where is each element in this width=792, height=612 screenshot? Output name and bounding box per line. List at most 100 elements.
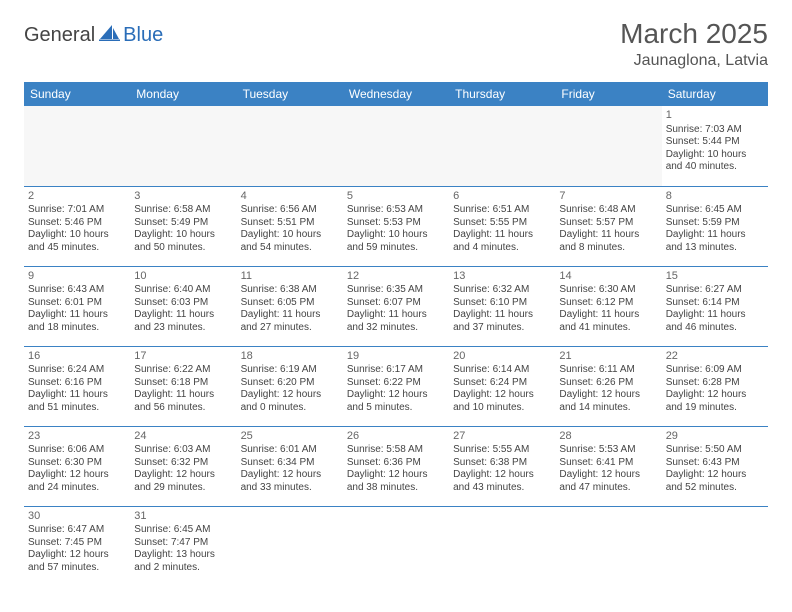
calendar-table: SundayMondayTuesdayWednesdayThursdayFrid… (24, 82, 768, 586)
day-number: 11 (241, 270, 339, 284)
daylight-text: Daylight: 11 hours and 23 minutes. (134, 309, 232, 334)
sunset-text: Sunset: 5:59 PM (666, 217, 764, 230)
calendar-cell: 7Sunrise: 6:48 AMSunset: 5:57 PMDaylight… (555, 186, 661, 266)
calendar-cell (555, 106, 661, 186)
sunset-text: Sunset: 6:01 PM (28, 297, 126, 310)
calendar-row: 23Sunrise: 6:06 AMSunset: 6:30 PMDayligh… (24, 426, 768, 506)
sunrise-text: Sunrise: 6:22 AM (134, 364, 232, 377)
day-number: 2 (28, 190, 126, 204)
sunset-text: Sunset: 6:18 PM (134, 377, 232, 390)
sunset-text: Sunset: 6:05 PM (241, 297, 339, 310)
daylight-text: Daylight: 11 hours and 27 minutes. (241, 309, 339, 334)
calendar-cell: 31Sunrise: 6:45 AMSunset: 7:47 PMDayligh… (130, 506, 236, 586)
calendar-cell: 20Sunrise: 6:14 AMSunset: 6:24 PMDayligh… (449, 346, 555, 426)
calendar-cell (343, 106, 449, 186)
calendar-cell: 13Sunrise: 6:32 AMSunset: 6:10 PMDayligh… (449, 266, 555, 346)
day-number: 8 (666, 190, 764, 204)
sunset-text: Sunset: 7:45 PM (28, 537, 126, 550)
sunrise-text: Sunrise: 6:45 AM (134, 524, 232, 537)
logo-text-general: General (24, 24, 95, 47)
daylight-text: Daylight: 12 hours and 14 minutes. (559, 389, 657, 414)
sunset-text: Sunset: 5:51 PM (241, 217, 339, 230)
day-header: Thursday (449, 82, 555, 106)
calendar-cell: 28Sunrise: 5:53 AMSunset: 6:41 PMDayligh… (555, 426, 661, 506)
sunset-text: Sunset: 6:22 PM (347, 377, 445, 390)
daylight-text: Daylight: 11 hours and 32 minutes. (347, 309, 445, 334)
daylight-text: Daylight: 10 hours and 40 minutes. (666, 149, 764, 174)
sunset-text: Sunset: 6:34 PM (241, 457, 339, 470)
sunrise-text: Sunrise: 6:17 AM (347, 364, 445, 377)
calendar-cell: 17Sunrise: 6:22 AMSunset: 6:18 PMDayligh… (130, 346, 236, 426)
calendar-cell: 9Sunrise: 6:43 AMSunset: 6:01 PMDaylight… (24, 266, 130, 346)
calendar-cell: 19Sunrise: 6:17 AMSunset: 6:22 PMDayligh… (343, 346, 449, 426)
logo: General Blue (24, 18, 163, 47)
day-number: 20 (453, 350, 551, 364)
day-number: 18 (241, 350, 339, 364)
calendar-cell (237, 106, 343, 186)
day-number: 28 (559, 430, 657, 444)
daylight-text: Daylight: 10 hours and 54 minutes. (241, 229, 339, 254)
day-number: 31 (134, 510, 232, 524)
daylight-text: Daylight: 13 hours and 2 minutes. (134, 549, 232, 574)
sunrise-text: Sunrise: 6:53 AM (347, 204, 445, 217)
day-header: Saturday (662, 82, 768, 106)
daylight-text: Daylight: 12 hours and 19 minutes. (666, 389, 764, 414)
sunset-text: Sunset: 6:38 PM (453, 457, 551, 470)
sunrise-text: Sunrise: 6:06 AM (28, 444, 126, 457)
day-header: Tuesday (237, 82, 343, 106)
sunrise-text: Sunrise: 7:03 AM (666, 124, 764, 137)
daylight-text: Daylight: 11 hours and 41 minutes. (559, 309, 657, 334)
sunset-text: Sunset: 6:12 PM (559, 297, 657, 310)
sunrise-text: Sunrise: 6:24 AM (28, 364, 126, 377)
sunset-text: Sunset: 6:10 PM (453, 297, 551, 310)
daylight-text: Daylight: 11 hours and 8 minutes. (559, 229, 657, 254)
daylight-text: Daylight: 12 hours and 29 minutes. (134, 469, 232, 494)
calendar-cell: 29Sunrise: 5:50 AMSunset: 6:43 PMDayligh… (662, 426, 768, 506)
day-number: 15 (666, 270, 764, 284)
sunset-text: Sunset: 6:07 PM (347, 297, 445, 310)
sunset-text: Sunset: 7:47 PM (134, 537, 232, 550)
sunset-text: Sunset: 5:46 PM (28, 217, 126, 230)
sunrise-text: Sunrise: 5:55 AM (453, 444, 551, 457)
daylight-text: Daylight: 10 hours and 45 minutes. (28, 229, 126, 254)
calendar-cell (343, 506, 449, 586)
daylight-text: Daylight: 12 hours and 24 minutes. (28, 469, 126, 494)
day-header-row: SundayMondayTuesdayWednesdayThursdayFrid… (24, 82, 768, 106)
calendar-cell: 26Sunrise: 5:58 AMSunset: 6:36 PMDayligh… (343, 426, 449, 506)
sunset-text: Sunset: 6:28 PM (666, 377, 764, 390)
calendar-row: 1Sunrise: 7:03 AMSunset: 5:44 PMDaylight… (24, 106, 768, 186)
sunrise-text: Sunrise: 5:50 AM (666, 444, 764, 457)
logo-sail-icon (99, 24, 121, 47)
day-number: 29 (666, 430, 764, 444)
day-number: 30 (28, 510, 126, 524)
day-number: 22 (666, 350, 764, 364)
sunset-text: Sunset: 5:53 PM (347, 217, 445, 230)
calendar-cell: 5Sunrise: 6:53 AMSunset: 5:53 PMDaylight… (343, 186, 449, 266)
daylight-text: Daylight: 11 hours and 4 minutes. (453, 229, 551, 254)
sunset-text: Sunset: 6:16 PM (28, 377, 126, 390)
calendar-cell: 1Sunrise: 7:03 AMSunset: 5:44 PMDaylight… (662, 106, 768, 186)
day-header: Wednesday (343, 82, 449, 106)
day-number: 3 (134, 190, 232, 204)
calendar-cell: 8Sunrise: 6:45 AMSunset: 5:59 PMDaylight… (662, 186, 768, 266)
sunset-text: Sunset: 6:14 PM (666, 297, 764, 310)
calendar-cell: 18Sunrise: 6:19 AMSunset: 6:20 PMDayligh… (237, 346, 343, 426)
daylight-text: Daylight: 11 hours and 51 minutes. (28, 389, 126, 414)
day-number: 16 (28, 350, 126, 364)
sunset-text: Sunset: 6:24 PM (453, 377, 551, 390)
daylight-text: Daylight: 12 hours and 57 minutes. (28, 549, 126, 574)
calendar-row: 30Sunrise: 6:47 AMSunset: 7:45 PMDayligh… (24, 506, 768, 586)
sunset-text: Sunset: 5:57 PM (559, 217, 657, 230)
sunrise-text: Sunrise: 6:01 AM (241, 444, 339, 457)
day-number: 25 (241, 430, 339, 444)
day-number: 4 (241, 190, 339, 204)
daylight-text: Daylight: 12 hours and 0 minutes. (241, 389, 339, 414)
daylight-text: Daylight: 12 hours and 33 minutes. (241, 469, 339, 494)
sunrise-text: Sunrise: 6:43 AM (28, 284, 126, 297)
calendar-cell: 11Sunrise: 6:38 AMSunset: 6:05 PMDayligh… (237, 266, 343, 346)
header: General Blue March 2025 Jaunaglona, Latv… (24, 18, 768, 70)
calendar-cell (237, 506, 343, 586)
sunset-text: Sunset: 6:03 PM (134, 297, 232, 310)
day-header: Friday (555, 82, 661, 106)
calendar-cell (555, 506, 661, 586)
